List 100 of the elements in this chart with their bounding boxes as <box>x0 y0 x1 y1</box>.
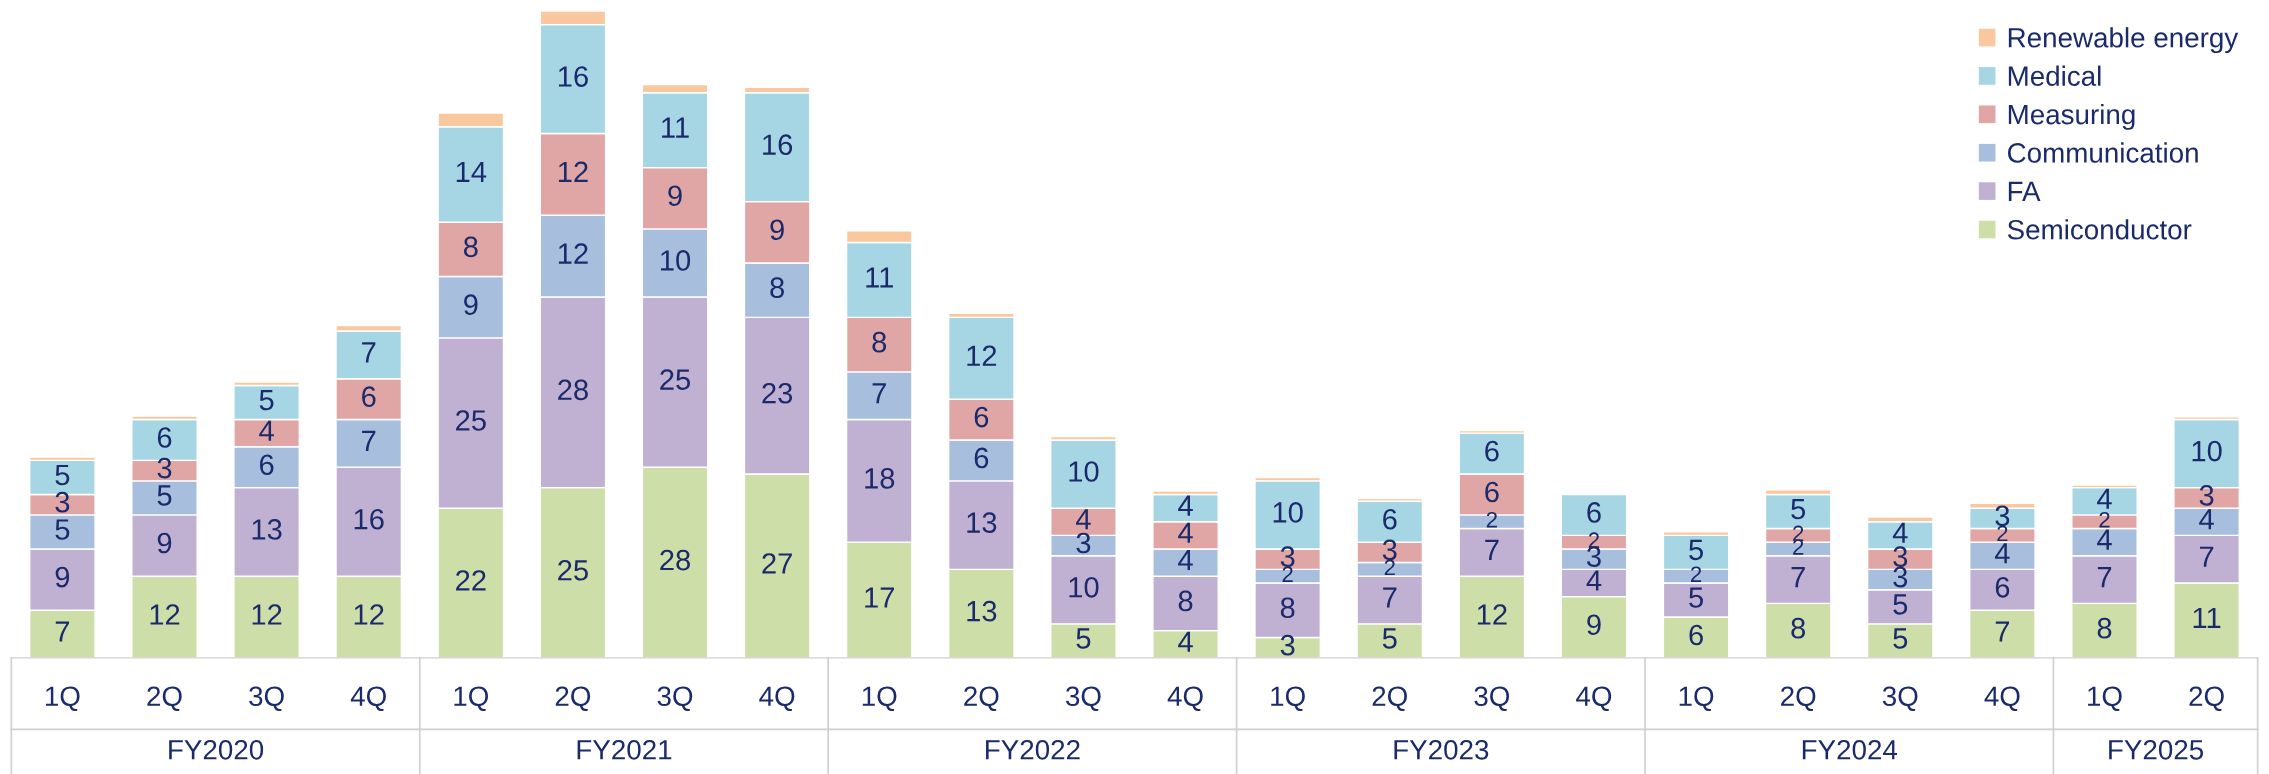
data-label: 12 <box>1477 604 1507 625</box>
x-tick-label: 2Q <box>1781 686 1816 712</box>
data-label: 16 <box>354 508 384 530</box>
x-tick-label: 3Q <box>1882 686 1918 712</box>
data-label: 17 <box>865 587 894 608</box>
data-label: 2 <box>1384 559 1395 576</box>
data-label: 25 <box>456 410 486 431</box>
x-tick-label: 3Q <box>1065 686 1101 712</box>
data-label: 5 <box>55 464 70 486</box>
x-tick-label: 3Q <box>249 686 284 712</box>
data-label: 6 <box>1587 502 1601 523</box>
data-label: 7 <box>1995 621 2010 642</box>
legend-label: FA <box>2008 181 2041 201</box>
data-label: 10 <box>2192 440 2222 462</box>
data-label: 16 <box>558 66 588 87</box>
data-label: 5 <box>55 519 70 540</box>
legend-label: Renewable energy <box>2008 27 2239 54</box>
data-label: 12 <box>558 243 588 264</box>
x-tick-label: 1Q <box>45 686 80 712</box>
data-label: 3 <box>55 491 70 513</box>
data-label: 6 <box>1995 576 2010 598</box>
text: FY2021 <box>577 739 672 760</box>
data-label: 3 <box>1280 634 1295 656</box>
data-label: 3 <box>1893 566 1908 588</box>
data-label: 4 <box>1892 522 1908 543</box>
data-label: 23 <box>762 382 793 404</box>
text: FY2020 <box>169 739 264 760</box>
data-label: 12 <box>252 604 282 625</box>
x-tick-label: 4Q <box>1167 686 1203 712</box>
text: FY2025 <box>2109 739 2204 760</box>
data-label: 6 <box>1485 481 1499 503</box>
data-label: 5 <box>1689 587 1703 608</box>
data-label: 8 <box>770 277 784 298</box>
data-label: 8 <box>1791 617 1806 639</box>
data-label: 6 <box>1689 624 1703 646</box>
data-label: 4 <box>1178 631 1193 652</box>
text: FY2024 <box>1802 739 1898 760</box>
data-label: 16 <box>763 134 793 155</box>
legend-label: Semiconductor <box>2007 219 2192 240</box>
data-label: 8 <box>1280 597 1295 619</box>
data-label: 13 <box>252 519 282 540</box>
data-label: 5 <box>1689 539 1703 561</box>
legend-label: Communication <box>2008 142 2198 163</box>
data-label: 5 <box>1076 628 1091 649</box>
data-label: 7 <box>55 621 70 642</box>
x-tick-label: 4Q <box>759 686 795 712</box>
data-label: 10 <box>661 250 691 271</box>
x-tick-label: 1Q <box>454 686 489 712</box>
data-label: 6 <box>362 386 376 407</box>
data-label: 3 <box>1280 546 1295 567</box>
data-label: 2 <box>2099 511 2110 528</box>
x-tick-label: 2Q <box>555 686 591 712</box>
legend-label: Measuring <box>2008 103 2135 130</box>
data-label: 11 <box>2193 607 2221 628</box>
data-label: 4 <box>1178 495 1193 516</box>
data-label: 5 <box>1791 498 1806 520</box>
data-label: 5 <box>157 485 172 506</box>
x-tick-label: 4Q <box>350 686 386 712</box>
data-label: 3 <box>1076 532 1091 554</box>
data-label: 8 <box>463 236 478 258</box>
data-label: 6 <box>974 447 989 469</box>
text: FY2023 <box>1394 739 1489 760</box>
data-label: 6 <box>1383 508 1397 530</box>
data-label: 2 <box>1282 566 1293 582</box>
data-label: 4 <box>1586 570 1602 591</box>
data-label: 10 <box>1069 461 1099 482</box>
text: FY2022 <box>986 739 1080 760</box>
data-label: 4 <box>1994 543 2010 564</box>
data-label: 7 <box>1383 587 1397 608</box>
legend-label: Medical <box>2008 65 2101 86</box>
data-label: 11 <box>662 117 689 138</box>
data-label: 8 <box>1178 590 1193 612</box>
data-label: 4 <box>2097 529 2112 550</box>
data-label: 8 <box>872 331 887 353</box>
data-label: 8 <box>2097 617 2112 639</box>
data-label: 3 <box>2199 485 2214 506</box>
x-tick-label: 3Q <box>1474 686 1510 712</box>
data-label: 5 <box>1893 628 1908 649</box>
x-tick-label: 1Q <box>2088 686 2122 712</box>
data-label: 7 <box>872 383 886 404</box>
data-label: 10 <box>1069 576 1099 598</box>
data-label: 4 <box>2199 509 2214 530</box>
data-label: 7 <box>1485 539 1499 560</box>
x-tick-label: 2Q <box>147 686 182 712</box>
data-label: 4 <box>1178 522 1193 543</box>
data-label: 28 <box>558 379 588 401</box>
data-label: 27 <box>762 553 792 574</box>
data-label: 12 <box>967 345 997 366</box>
data-label: 2 <box>1997 525 2008 542</box>
data-label: 25 <box>558 559 588 581</box>
x-tick-label: 1Q <box>1679 686 1714 712</box>
data-label: 6 <box>974 406 989 428</box>
data-label: 5 <box>259 390 274 411</box>
data-label: 9 <box>55 566 70 588</box>
data-label: 3 <box>157 457 172 479</box>
data-label: 9 <box>770 219 784 241</box>
x-tick-label: 4Q <box>1984 686 2020 712</box>
data-label: 7 <box>2097 567 2112 588</box>
data-label: 2 <box>1691 566 1702 582</box>
data-label: 10 <box>1273 502 1303 523</box>
